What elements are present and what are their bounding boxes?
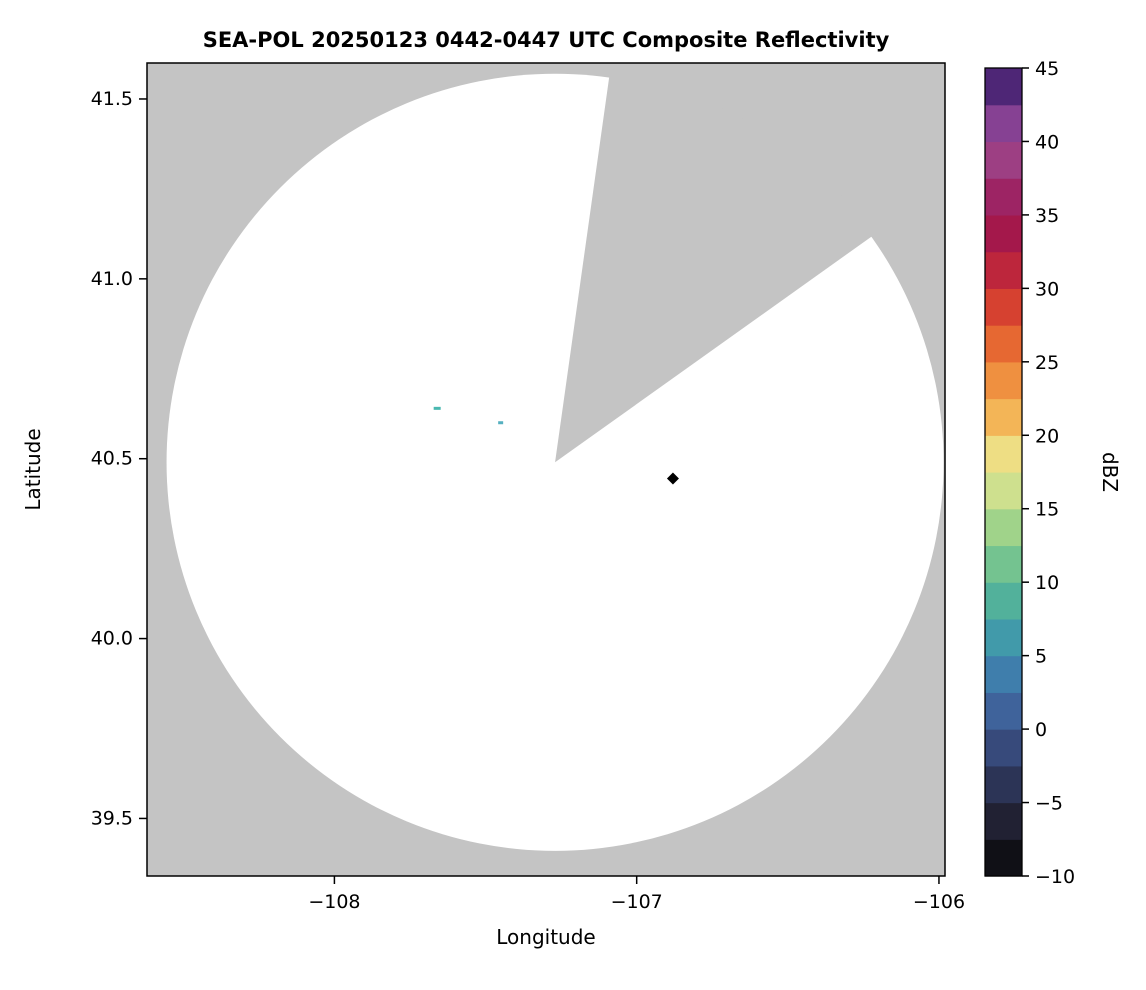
colorbar-tick-label: 10 [1035,572,1059,594]
colorbar-tick-label: 0 [1035,719,1047,741]
y-tick-label: 41.5 [91,88,133,110]
colorbar-cell [985,178,1022,216]
colorbar-tick-label: 5 [1035,646,1047,668]
axes-frame [146,62,946,877]
colorbar-cell [985,508,1022,547]
colorbar-frame [984,67,1023,877]
y-axis-label: Latitude [21,428,45,510]
colorbar-cell [985,802,1022,840]
site-marker-diamond [666,472,679,485]
colorbar-cell [985,472,1022,510]
colorbar-cell [985,288,1022,326]
colorbar-cell [985,765,1022,804]
colorbar-tick-label: 35 [1035,205,1059,227]
colorbar-cell [985,435,1022,473]
colorbar-cell [985,398,1022,436]
blocked-sector [555,74,874,463]
colorbar-tick-label: 30 [1035,278,1059,300]
colorbar-tick-label: 15 [1035,499,1059,521]
colorbar-tick-label: 20 [1035,425,1059,447]
colorbar-cell [985,545,1022,583]
colorbar-cell [985,839,1022,877]
colorbar-cell [985,582,1022,620]
colorbar-tick-label: 45 [1035,58,1059,80]
y-tick-label: 40.5 [91,448,133,470]
x-tick-label: −107 [611,891,663,913]
colorbar-tick-label: −10 [1035,866,1075,888]
x-axis-label: Longitude [496,925,595,949]
y-tick-label: 39.5 [91,807,133,829]
echo-pixel [433,406,441,410]
colorbar-tick-label: 40 [1035,131,1059,153]
colorbar-cell [985,692,1022,730]
colorbar-cell [985,214,1022,253]
colorbar-cell [985,618,1022,657]
colorbar-cell [985,655,1022,693]
colorbar-cell [985,68,1022,106]
colorbar-tick-label: 25 [1035,352,1059,374]
y-tick-label: 40.0 [91,628,133,650]
chart-title: SEA-POL 20250123 0442-0447 UTC Composite… [202,28,890,52]
colorbar-cell [985,251,1022,289]
x-tick-label: −106 [913,891,965,913]
y-tick-label: 41.0 [91,268,133,290]
colorbar-cell [985,325,1022,363]
colorbar-cell [985,141,1022,179]
colorbar-label: dBZ [1098,452,1122,492]
colorbar-cell [985,729,1022,767]
x-tick-label: −108 [308,891,360,913]
colorbar-cell [985,104,1022,143]
echo-pixel [498,421,504,425]
colorbar-cell [985,361,1022,400]
colorbar-tick-label: −5 [1035,793,1063,815]
